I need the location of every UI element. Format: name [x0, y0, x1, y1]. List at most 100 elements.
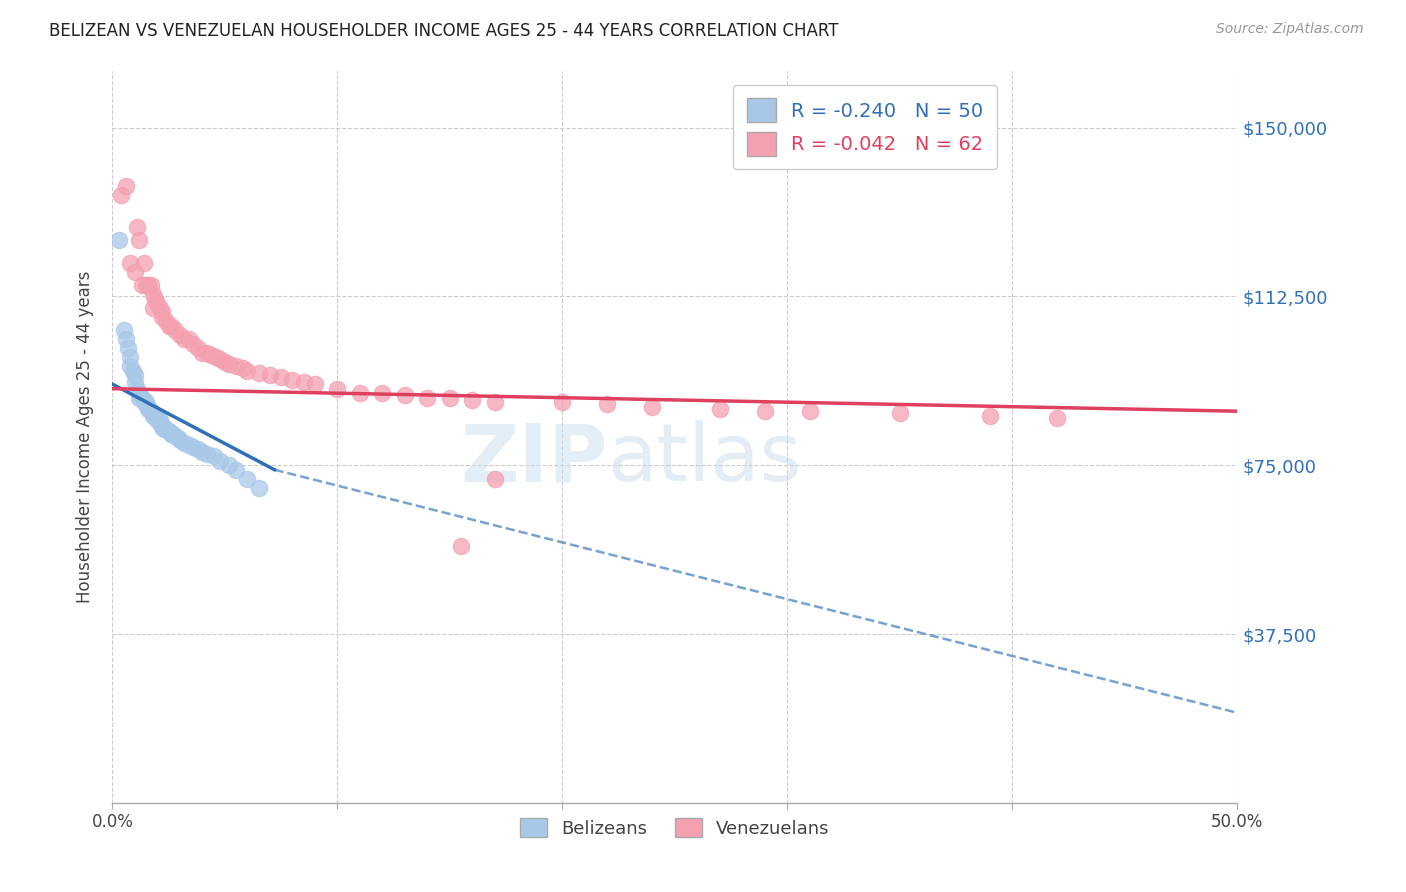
Point [117, 341, 139, 355]
Point [177, 438, 200, 452]
Point [150, 417, 173, 432]
Point [236, 364, 259, 378]
Point [236, 472, 259, 486]
Point [270, 370, 292, 384]
Point [195, 345, 218, 359]
Point [138, 278, 160, 293]
Point [484, 472, 506, 486]
Point [132, 395, 155, 409]
Point [132, 255, 155, 269]
Point [150, 310, 173, 324]
Point [166, 431, 188, 445]
Y-axis label: Householder Income Ages 25 - 44 years: Householder Income Ages 25 - 44 years [76, 271, 94, 603]
Point [461, 392, 484, 407]
Point [195, 447, 218, 461]
Point [754, 404, 776, 418]
Point [173, 435, 195, 450]
Point [124, 368, 146, 383]
Point [142, 409, 165, 423]
Point [218, 357, 240, 371]
Point [146, 413, 169, 427]
Point [135, 278, 157, 293]
Point [124, 265, 146, 279]
Point [177, 332, 200, 346]
Point [191, 444, 214, 458]
Point [450, 539, 472, 553]
Point [155, 422, 177, 436]
Point [191, 345, 214, 359]
Point [135, 395, 157, 409]
Point [169, 327, 191, 342]
Point [202, 449, 225, 463]
Point [259, 368, 281, 383]
Point [641, 400, 664, 414]
Point [142, 287, 165, 301]
Text: ZIP: ZIP [460, 420, 607, 498]
Point [131, 391, 153, 405]
Point [218, 458, 240, 473]
Point [120, 359, 142, 374]
Point [143, 292, 166, 306]
Point [247, 481, 270, 495]
Point [209, 453, 232, 467]
Point [128, 391, 150, 405]
Point [225, 359, 247, 374]
Point [149, 301, 172, 315]
Point [889, 407, 911, 421]
Point [187, 341, 209, 355]
Point [349, 386, 371, 401]
Point [394, 388, 416, 402]
Point [1046, 411, 1069, 425]
Point [439, 391, 461, 405]
Point [484, 395, 506, 409]
Legend: Belizeans, Venezuelans: Belizeans, Venezuelans [513, 811, 837, 845]
Point [292, 375, 315, 389]
Point [304, 377, 326, 392]
Point [281, 373, 304, 387]
Point [187, 442, 209, 457]
Point [183, 440, 205, 454]
Text: BELIZEAN VS VENEZUELAN HOUSEHOLDER INCOME AGES 25 - 44 YEARS CORRELATION CHART: BELIZEAN VS VENEZUELAN HOUSEHOLDER INCOM… [49, 22, 839, 40]
Point [146, 411, 169, 425]
Point [127, 382, 149, 396]
Point [149, 416, 172, 430]
Point [160, 318, 183, 333]
Point [371, 386, 394, 401]
Point [326, 382, 349, 396]
Point [225, 463, 247, 477]
Point [139, 404, 162, 418]
Point [108, 233, 131, 247]
Point [160, 426, 183, 441]
Point [139, 404, 162, 418]
Point [165, 429, 187, 443]
Point [115, 332, 138, 346]
Point [165, 323, 187, 337]
Point [120, 255, 142, 269]
Point [142, 301, 165, 315]
Point [138, 400, 160, 414]
Point [979, 409, 1001, 423]
Point [115, 179, 138, 194]
Point [150, 420, 173, 434]
Point [146, 296, 169, 310]
Point [200, 348, 222, 362]
Point [142, 407, 165, 421]
Point [131, 278, 153, 293]
Point [173, 332, 195, 346]
Point [149, 413, 172, 427]
Text: Source: ZipAtlas.com: Source: ZipAtlas.com [1216, 22, 1364, 37]
Point [205, 350, 228, 364]
Point [155, 314, 177, 328]
Point [157, 318, 180, 333]
Point [150, 305, 173, 319]
Point [596, 397, 619, 411]
Point [120, 350, 142, 364]
Point [709, 401, 731, 416]
Point [162, 426, 184, 441]
Point [209, 352, 232, 367]
Point [112, 323, 135, 337]
Point [128, 233, 150, 247]
Point [183, 336, 205, 351]
Point [127, 219, 149, 234]
Point [128, 386, 150, 401]
